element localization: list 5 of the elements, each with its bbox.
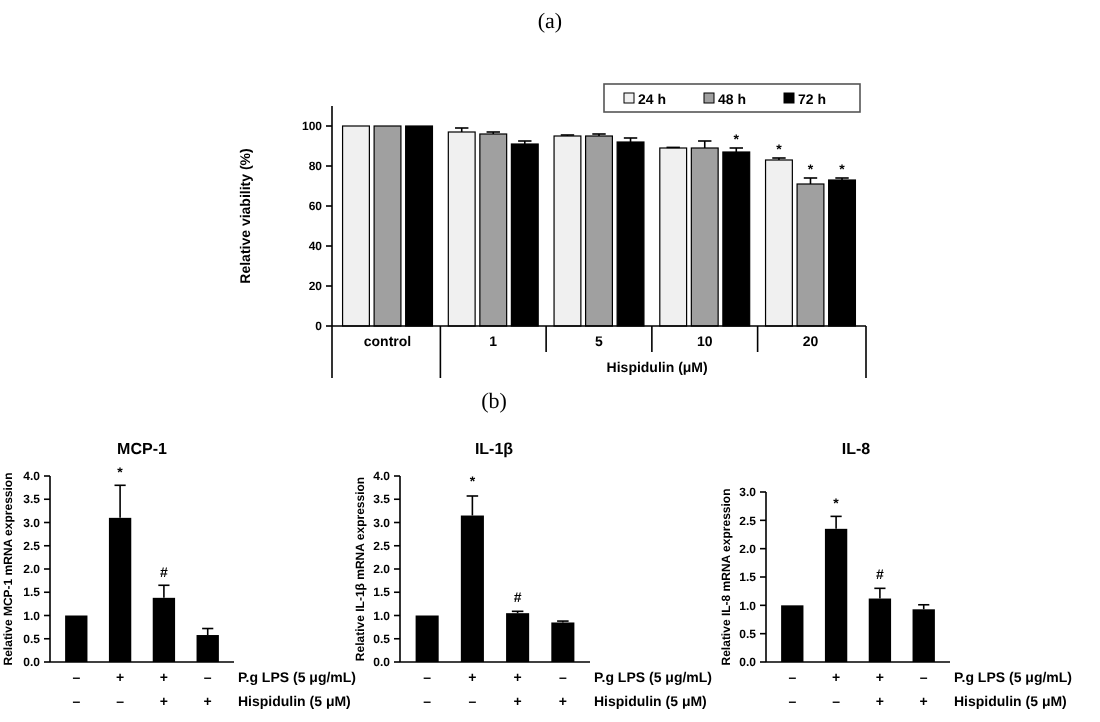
chart-title: IL-1β xyxy=(474,440,514,458)
chart-title: MCP-1 xyxy=(117,440,168,458)
chart-title: IL-8 xyxy=(841,440,872,458)
chart-title: (a) xyxy=(537,10,563,34)
text: (b) xyxy=(481,390,508,414)
